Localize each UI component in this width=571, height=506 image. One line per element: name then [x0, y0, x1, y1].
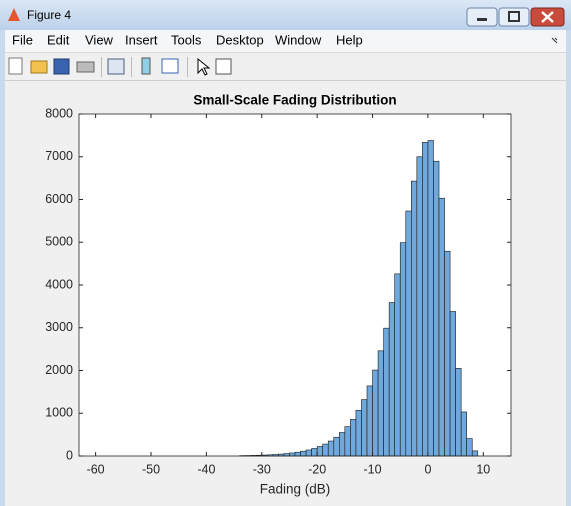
- histogram-bar: [466, 438, 473, 457]
- minimize-button[interactable]: [466, 7, 498, 27]
- histogram-bar: [427, 140, 434, 457]
- y-tick-label: 8000: [45, 106, 73, 120]
- y-tick-label: 4000: [45, 277, 73, 291]
- maximize-glyph: [508, 11, 520, 22]
- histogram-bar: [433, 160, 440, 457]
- open-button[interactable]: [30, 60, 48, 74]
- histogram-bar: [361, 399, 368, 457]
- maximize-button[interactable]: [498, 7, 530, 27]
- histogram-bar: [460, 411, 467, 457]
- histogram-bar: [311, 448, 318, 457]
- histogram-bar: [316, 446, 323, 457]
- chart-title: Small-Scale Fading Distribution: [193, 93, 396, 108]
- y-tick-label: 1000: [45, 406, 73, 420]
- y-tick-label: 7000: [45, 149, 73, 163]
- menu-item[interactable]: Help: [336, 32, 363, 47]
- y-tick-label: 2000: [45, 363, 73, 377]
- save-button[interactable]: [53, 58, 70, 75]
- histogram-bar: [344, 426, 351, 457]
- histogram-bar: [294, 451, 301, 457]
- menu-dock-arrow: [551, 37, 558, 44]
- histogram-bar: [416, 156, 423, 457]
- x-tick-label: -60: [87, 462, 105, 476]
- histogram-bar: [355, 409, 362, 457]
- window-title: Figure 4: [27, 8, 71, 22]
- toolbar: [8, 57, 232, 77]
- y-tick-label: 0: [66, 448, 73, 462]
- app-icon: [8, 8, 20, 21]
- print-button[interactable]: [76, 61, 95, 73]
- x-tick-label: -40: [197, 462, 215, 476]
- new-button[interactable]: [8, 57, 23, 75]
- link-button[interactable]: [107, 58, 125, 75]
- histogram-bar: [305, 449, 312, 457]
- menu-item[interactable]: Tools: [171, 32, 202, 47]
- histogram-bar: [366, 385, 373, 457]
- histogram-bar: [444, 250, 451, 457]
- histogram-bar: [411, 180, 418, 457]
- histogram-bar: [327, 440, 335, 457]
- histogram-bar: [322, 443, 329, 457]
- x-tick-label: -30: [253, 462, 271, 476]
- menu-item[interactable]: Insert: [125, 32, 158, 47]
- close-glyph: [541, 11, 554, 23]
- x-axis-label: Fading (dB): [260, 482, 331, 497]
- legend-button[interactable]: [161, 58, 179, 74]
- histogram-bar: [300, 450, 307, 457]
- histogram-bar: [377, 350, 384, 457]
- histogram-bar: [455, 368, 462, 457]
- x-tick-label: -20: [308, 462, 326, 476]
- menu-item[interactable]: File: [12, 32, 33, 47]
- histogram-bar: [399, 242, 407, 457]
- menu-item[interactable]: Edit: [47, 32, 70, 47]
- histogram-bar: [471, 450, 479, 457]
- histogram-bar: [449, 311, 456, 457]
- histogram-bar: [394, 273, 401, 457]
- property-editor-button[interactable]: [215, 58, 232, 75]
- menu-bar: [5, 30, 566, 52]
- colorbar-button[interactable]: [141, 57, 151, 75]
- x-tick-label: 0: [424, 462, 431, 476]
- y-tick-label: 3000: [45, 320, 73, 334]
- histogram-bar: [438, 197, 445, 457]
- y-tick-label: 5000: [45, 235, 73, 249]
- y-tick-label: 6000: [45, 192, 73, 206]
- minimize-glyph: [477, 18, 487, 21]
- menu-item[interactable]: View: [85, 32, 114, 47]
- x-tick-label: -10: [363, 462, 381, 476]
- histogram-bar: [289, 452, 296, 457]
- histogram-bar: [333, 436, 340, 457]
- histogram-bar: [405, 210, 412, 457]
- histogram-bar: [372, 369, 379, 457]
- x-tick-label: -50: [142, 462, 160, 476]
- histogram-bar: [339, 432, 346, 457]
- edit-plot-button[interactable]: [197, 57, 211, 76]
- histogram-bar: [383, 327, 390, 457]
- histogram-bar: [350, 419, 357, 457]
- x-tick-label: 10: [476, 462, 490, 476]
- histogram-bar: [422, 142, 429, 457]
- histogram-bar: [388, 302, 395, 457]
- menu-item[interactable]: Desktop: [216, 32, 264, 47]
- menu-item[interactable]: Window: [275, 32, 322, 47]
